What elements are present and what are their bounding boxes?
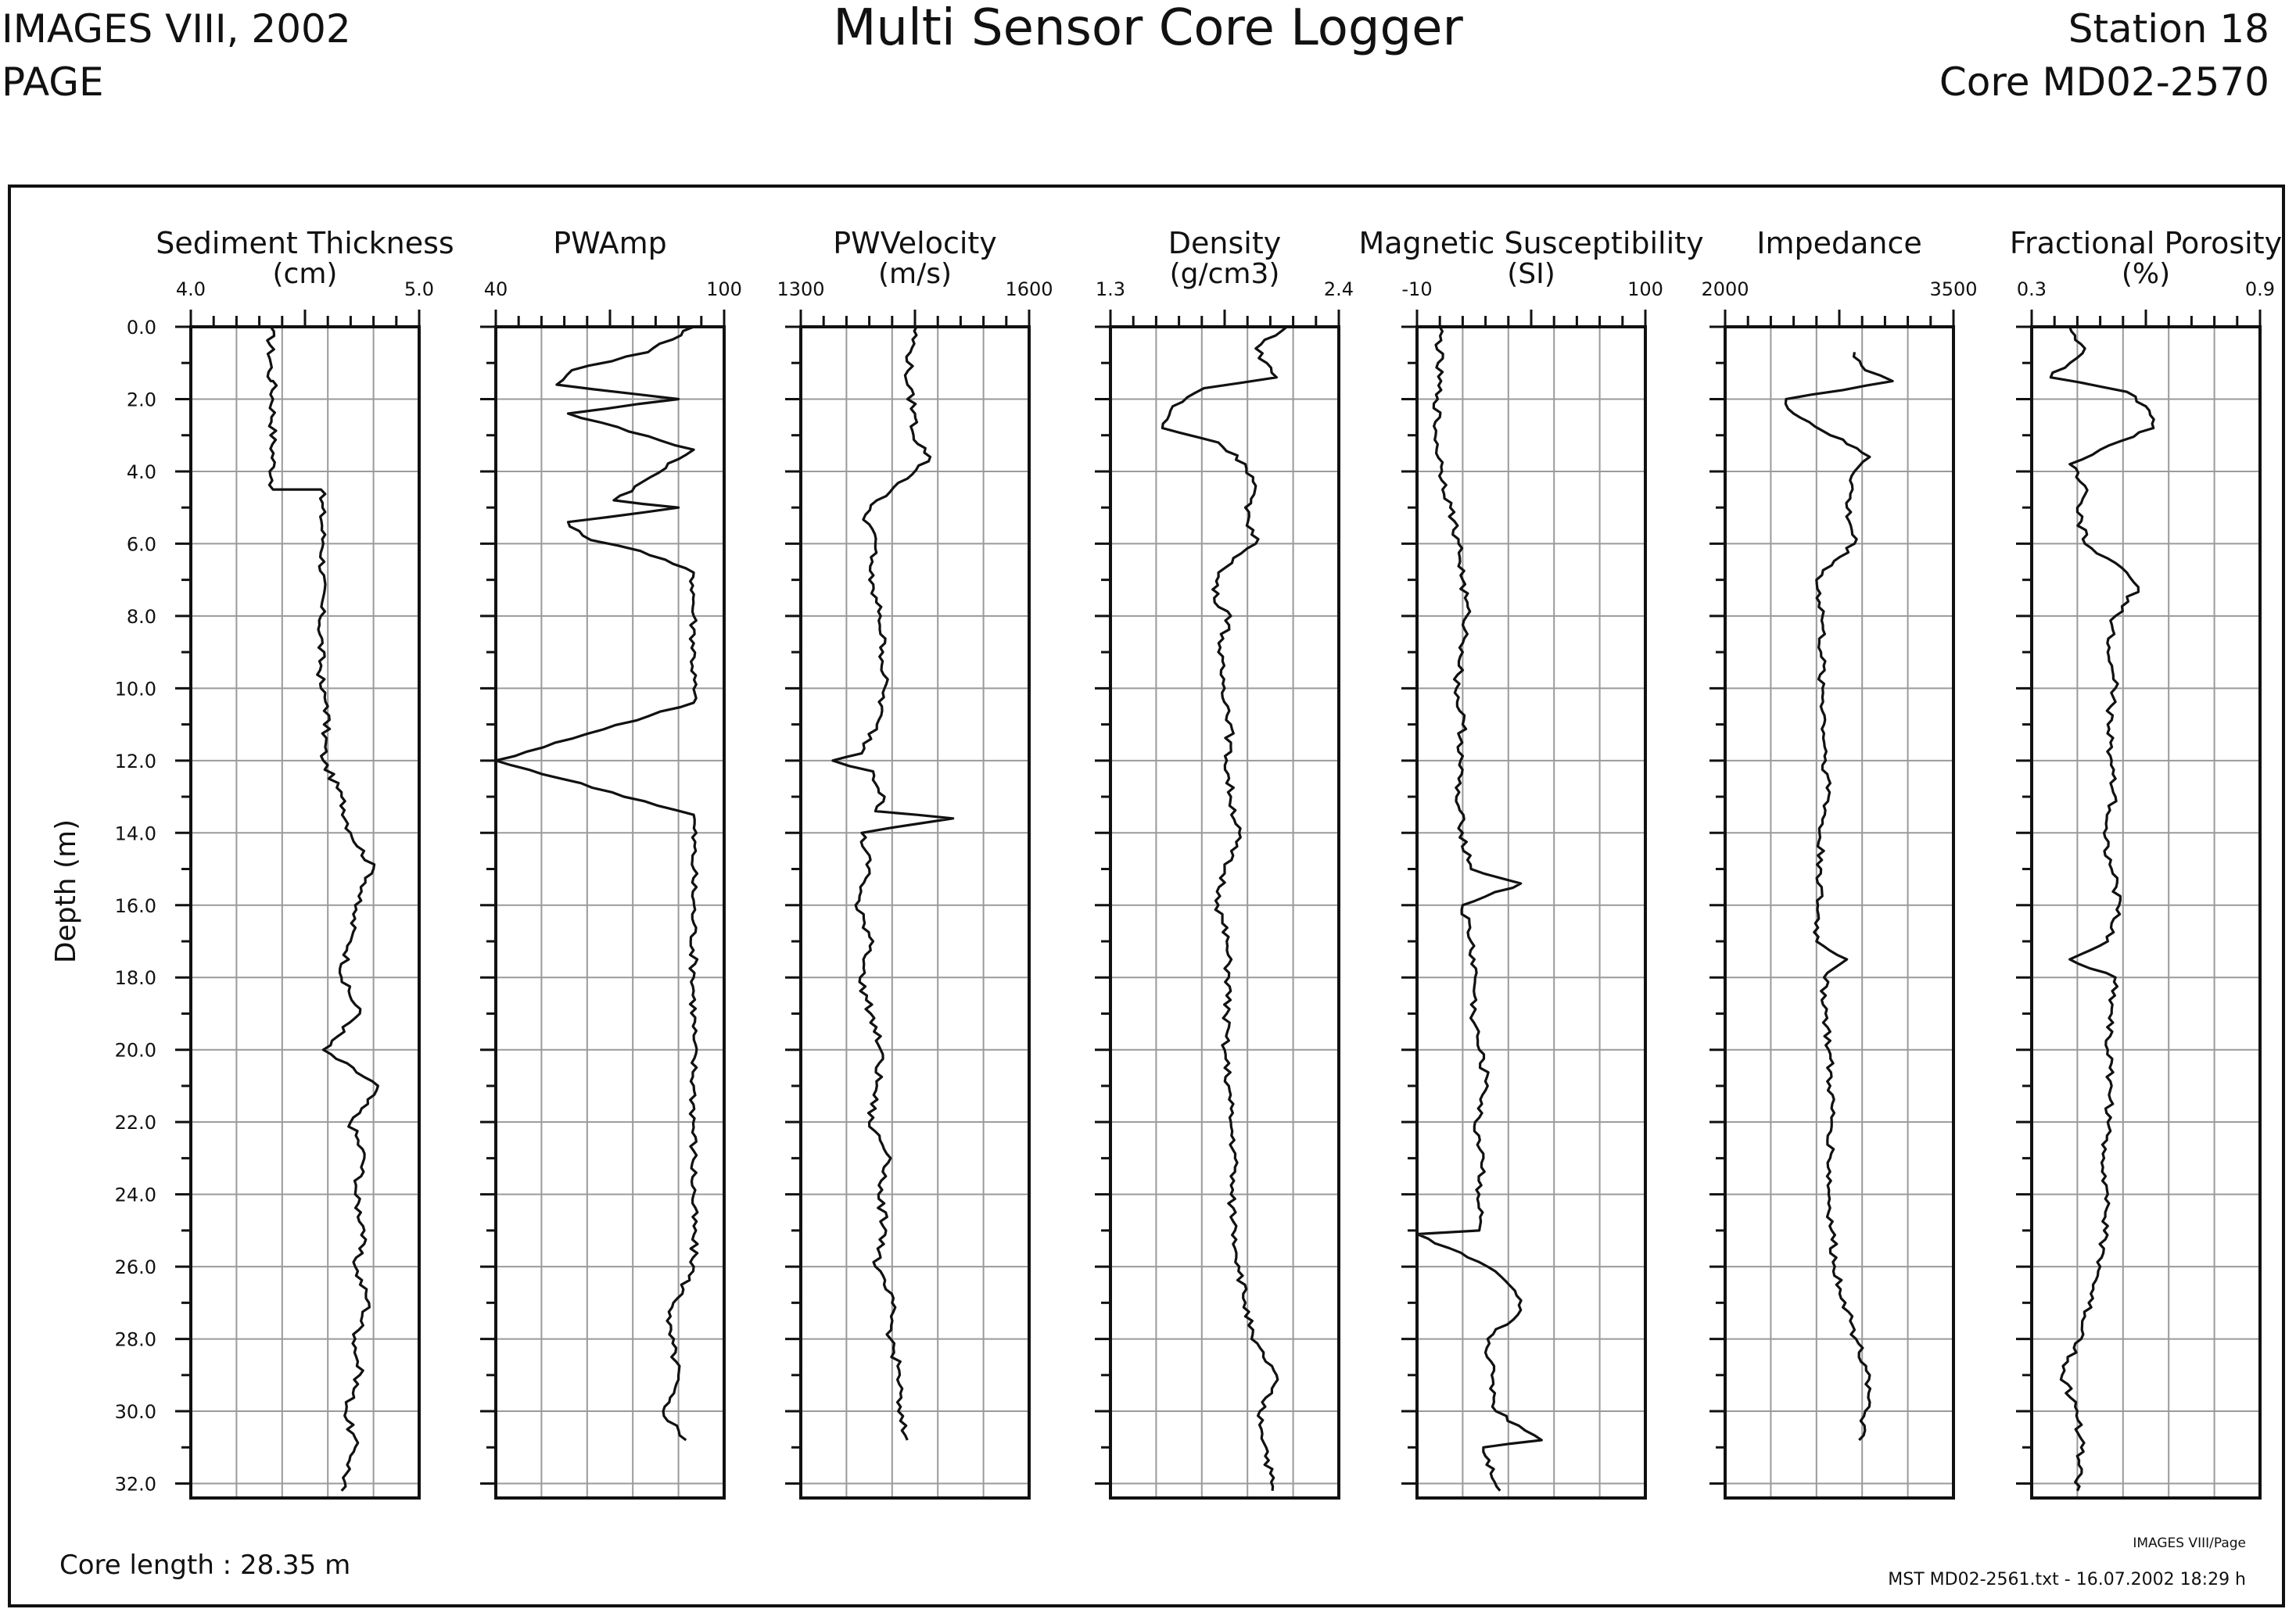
magnetic-susceptibility-xmin-label: -10 xyxy=(1401,278,1432,300)
density-xmin-label: 1.3 xyxy=(1096,278,1125,300)
impedance-xmin-label: 2000 xyxy=(1701,278,1749,300)
pwvelocity-unit: (m/s) xyxy=(878,258,952,290)
fractional-porosity-panel xyxy=(2030,325,2262,1500)
plot-frame xyxy=(8,185,2285,1607)
magnetic-susceptibility-title: Magnetic Susceptibility xyxy=(1358,226,1703,260)
y-tick-label: 18.0 xyxy=(115,967,156,989)
page-title: Multi Sensor Core Logger xyxy=(833,0,1463,57)
y-tick-label: 10.0 xyxy=(115,678,156,700)
density-xmax-label: 2.4 xyxy=(1324,278,1354,300)
page-label: PAGE xyxy=(2,59,104,105)
sediment-thickness-xmin-label: 4.0 xyxy=(176,278,206,300)
pwvelocity-title: PWVelocity xyxy=(833,226,997,260)
y-tick-label: 2.0 xyxy=(127,389,156,410)
y-tick-label: 24.0 xyxy=(115,1184,156,1206)
y-tick-label: 6.0 xyxy=(127,533,156,555)
pwvelocity-series-line xyxy=(831,326,955,1441)
y-tick-label: 16.0 xyxy=(115,895,156,917)
density-title: Density xyxy=(1168,226,1281,260)
fractional-porosity-xmin-label: 0.3 xyxy=(2017,278,2047,300)
density-series-line xyxy=(1161,325,1288,1491)
core-length-label: Core length : 28.35 m xyxy=(59,1550,351,1581)
y-tick-label: 14.0 xyxy=(115,822,156,844)
density-unit: (g/cm3) xyxy=(1170,258,1280,290)
sediment-thickness-series-line xyxy=(266,326,379,1492)
y-tick-label: 28.0 xyxy=(115,1329,156,1351)
cruise-label: IMAGES VIII, 2002 xyxy=(2,6,351,52)
magnetic-susceptibility-unit: (SI) xyxy=(1507,258,1555,290)
magnetic-susceptibility-panel xyxy=(1415,325,1647,1500)
pwamp-series-line xyxy=(494,325,699,1442)
pwamp-xmax-label: 100 xyxy=(706,278,742,300)
sediment-thickness-xmax-label: 5.0 xyxy=(404,278,434,300)
magnetic-susceptibility-series-line xyxy=(1415,326,1543,1492)
pwamp-panel xyxy=(494,325,726,1500)
sediment-thickness-title: Sediment Thickness xyxy=(156,226,454,260)
stamp-label: IMAGES VIII/Page xyxy=(2133,1536,2246,1551)
y-tick-label: 26.0 xyxy=(115,1256,156,1278)
sediment-thickness-panel xyxy=(189,325,421,1500)
y-tick-label: 20.0 xyxy=(115,1040,156,1062)
file-info-label: MST MD02-2561.txt - 16.07.2002 18:29 h xyxy=(1888,1570,2246,1589)
pwamp-xmin-label: 40 xyxy=(484,278,508,300)
fractional-porosity-xmax-label: 0.9 xyxy=(2245,278,2275,300)
pwamp-title: PWAmp xyxy=(553,226,667,260)
y-tick-label: 32.0 xyxy=(115,1474,156,1496)
impedance-series-line xyxy=(1784,352,1894,1442)
y-tick-label: 8.0 xyxy=(127,606,156,628)
y-axis-label: Depth (m) xyxy=(50,819,82,963)
magnetic-susceptibility-xmax-label: 100 xyxy=(1627,278,1663,300)
fractional-porosity-unit: (%) xyxy=(2122,258,2170,290)
impedance-title: Impedance xyxy=(1756,226,1922,260)
pwvelocity-xmin-label: 1300 xyxy=(777,278,824,300)
y-tick-label: 22.0 xyxy=(115,1112,156,1134)
y-tick-label: 4.0 xyxy=(127,461,156,483)
fractional-porosity-title: Fractional Porosity xyxy=(2010,226,2282,260)
y-tick-label: 12.0 xyxy=(115,751,156,772)
pwvelocity-panel xyxy=(799,325,1031,1500)
sediment-thickness-unit: (cm) xyxy=(273,258,338,290)
pwvelocity-xmax-label: 1600 xyxy=(1005,278,1053,300)
impedance-xmax-label: 3500 xyxy=(1929,278,1977,300)
impedance-panel xyxy=(1724,325,1955,1500)
fractional-porosity-series-line xyxy=(2049,326,2155,1492)
y-tick-label: 30.0 xyxy=(115,1401,156,1423)
y-tick-label: 0.0 xyxy=(127,317,156,339)
station-label: Station 18 xyxy=(2068,6,2269,52)
core-label: Core MD02-2570 xyxy=(1939,59,2269,105)
density-panel xyxy=(1109,325,1340,1500)
